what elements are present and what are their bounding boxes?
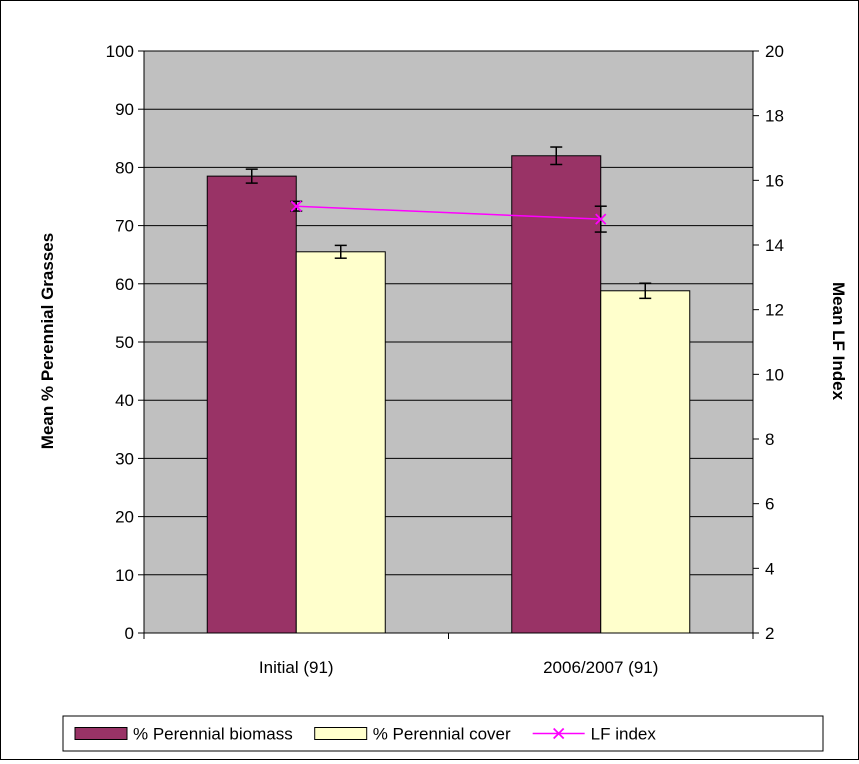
bar [206, 175, 297, 634]
bar [600, 290, 691, 634]
series-line-lf-index [296, 205, 601, 220]
x-tick-label: Initial (91) [259, 658, 334, 677]
y-tick-label: 20 [115, 508, 134, 527]
y-tick-label: 80 [115, 158, 134, 177]
y2-tick-label: 18 [765, 107, 784, 126]
y-tick-label: 50 [115, 333, 134, 352]
y-tick-label: 60 [115, 275, 134, 294]
legend-box [62, 715, 824, 752]
legend-label: % Perennial cover [373, 725, 511, 744]
legend-swatch [74, 727, 128, 740]
y-tick-label: 100 [106, 42, 134, 61]
y2-tick-label: 16 [765, 171, 784, 190]
bar [295, 251, 386, 634]
y-tick-label: 90 [115, 100, 134, 119]
y-tick-label: 30 [115, 449, 134, 468]
legend-swatch [314, 727, 368, 740]
y2-axis-label: Mean LF Index [829, 282, 848, 401]
bar [511, 155, 602, 634]
y-tick-label: 70 [115, 217, 134, 236]
y2-tick-label: 20 [765, 42, 784, 61]
x-tick-label: 2006/2007 (91) [543, 658, 658, 677]
y-tick-label: 40 [115, 391, 134, 410]
y2-tick-label: 10 [765, 365, 784, 384]
y2-tick-label: 8 [765, 430, 774, 449]
legend-marker [553, 727, 565, 740]
legend: % Perennial biomass % Perennial cover LF i… [62, 715, 824, 752]
y2-tick-label: 6 [765, 495, 774, 514]
y2-tick-label: 14 [765, 236, 784, 255]
line-point-marker [595, 213, 607, 225]
line-point-marker [290, 200, 302, 212]
y-tick-label: 0 [125, 624, 134, 643]
y2-tick-label: 4 [765, 559, 774, 578]
y-tick-label: 10 [115, 566, 134, 585]
y-axis-label: Mean % Perennial Grasses [38, 233, 57, 449]
y2-tick-label: 2 [765, 624, 774, 643]
legend-label: LF index [591, 725, 657, 744]
legend-label: % Perennial biomass [133, 725, 293, 744]
y2-tick-label: 12 [765, 301, 784, 320]
